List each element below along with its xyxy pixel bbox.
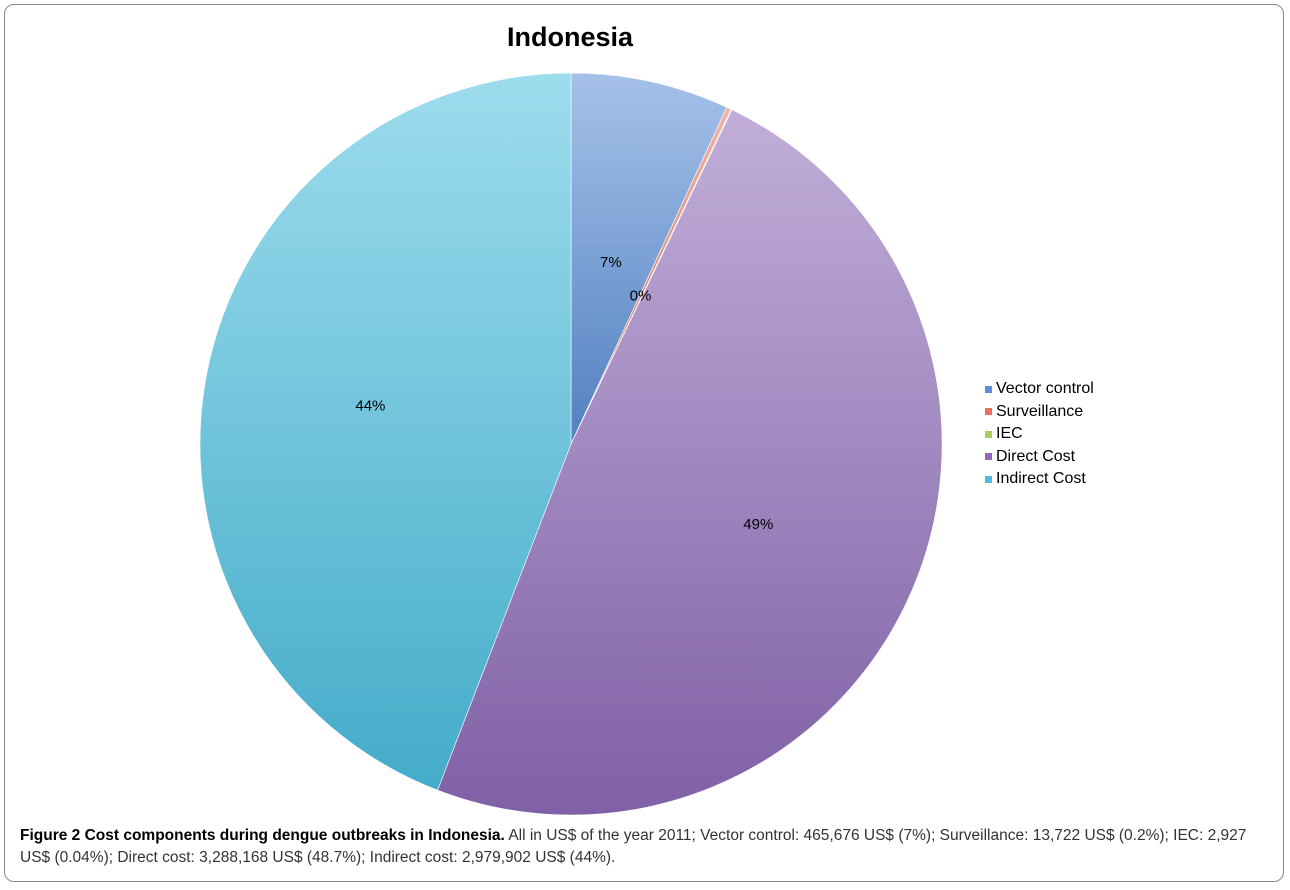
legend-swatch-direct-cost — [985, 453, 992, 461]
legend-label: Indirect Cost — [996, 470, 1086, 488]
figure-frame — [4, 4, 1284, 882]
pie-slice-direct-cost — [437, 109, 943, 816]
legend-item: Vector control — [985, 378, 1094, 401]
pie-slice-indirect-cost — [199, 72, 572, 791]
data-label-indirect-cost: 44% — [355, 398, 385, 415]
chart-title: Indonesia — [506, 22, 634, 52]
legend-item: Indirect Cost — [985, 468, 1094, 491]
pie-slice-vector-control — [570, 72, 728, 445]
caption-text: All in US$ of the year 2011; Vector cont… — [20, 827, 1247, 866]
legend-swatch-vector-control — [985, 385, 992, 393]
legend-swatch-iec — [985, 430, 992, 438]
legend-label: Direct Cost — [996, 447, 1076, 465]
legend-item: Surveillance — [985, 401, 1094, 424]
figure-caption: Figure 2 Cost components during dengue o… — [20, 825, 1275, 869]
legend-item: Direct Cost — [985, 446, 1094, 469]
legend-label: IEC — [996, 425, 1023, 443]
data-label-vector-control: 7% — [600, 254, 622, 271]
data-label-direct-cost: 49% — [743, 516, 773, 533]
legend-label: Surveillance — [996, 402, 1084, 420]
legend-swatch-indirect-cost — [985, 475, 992, 483]
legend-swatch-surveillance — [985, 408, 992, 416]
data-label-surveillance: 0% — [630, 287, 652, 304]
caption-label: Figure 2 Cost components during dengue o… — [20, 827, 505, 844]
legend-item: IEC — [985, 423, 1094, 446]
chart-legend: Vector control Surveillance IEC Direct C… — [985, 378, 1094, 491]
legend-label: Vector control — [996, 380, 1094, 398]
